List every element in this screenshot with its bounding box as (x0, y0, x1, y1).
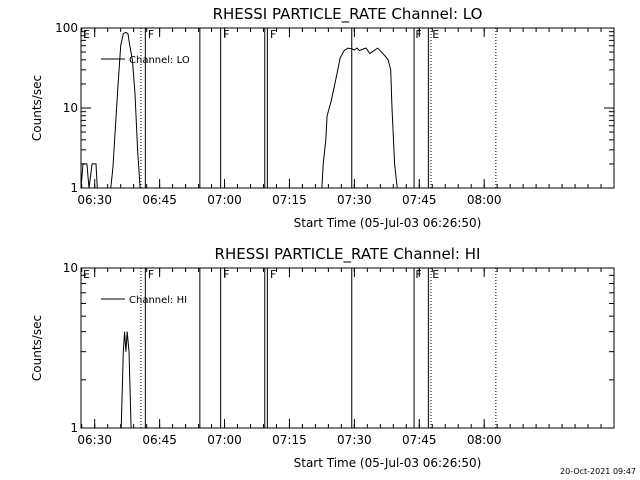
series-line (110, 31, 141, 189)
timestamp-label: 20-Oct-2021 09:47 (560, 467, 636, 476)
y-tick-label: 1 (70, 181, 78, 195)
event-marker-f: F (148, 268, 154, 281)
x-tick-label: 06:45 (142, 193, 177, 207)
plot-frame (80, 267, 615, 429)
x-axis-label: Start Time (05-Jul-03 06:26:50) (294, 456, 482, 470)
x-tick-label: 07:00 (207, 193, 242, 207)
event-marker-e: E (432, 28, 439, 41)
x-tick-label: 07:00 (207, 433, 242, 447)
y-axis-label: Counts/sec (30, 315, 44, 381)
plot-frame (80, 27, 615, 189)
y-tick-label: 10 (63, 261, 78, 275)
x-tick-label: 08:00 (467, 193, 502, 207)
event-marker-e: E (432, 268, 439, 281)
x-tick-label: 07:30 (337, 193, 372, 207)
event-marker-f: F (148, 28, 154, 41)
y-tick-label: 100 (55, 21, 78, 35)
event-marker-f: F (415, 28, 421, 41)
x-tick-label: 08:00 (467, 433, 502, 447)
chart-title: RHESSI PARTICLE_RATE Channel: HI (215, 245, 481, 264)
y-axis-label: Counts/sec (30, 75, 44, 141)
x-tick-label: 06:30 (77, 433, 112, 447)
event-marker-e: E (83, 28, 90, 41)
x-tick-label: 07:15 (272, 193, 307, 207)
event-marker-f: F (270, 268, 276, 281)
x-tick-label: 06:45 (142, 433, 177, 447)
x-tick-label: 07:15 (272, 433, 307, 447)
event-marker-e: E (83, 268, 90, 281)
y-tick-label: 1 (70, 421, 78, 435)
series-line (80, 163, 98, 189)
event-marker-f: F (223, 28, 229, 41)
panel-channel-lo: RHESSI PARTICLE_RATE Channel: LO 06:30 06:… (30, 5, 615, 230)
panel-channel-hi: RHESSI PARTICLE_RATE Channel: HI 06:30 06:… (30, 245, 615, 470)
legend-label: Channel: HI (129, 295, 187, 306)
x-axis-label: Start Time (05-Jul-03 06:26:50) (294, 216, 482, 230)
legend-label: Channel: LO (129, 55, 190, 66)
x-tick-label: 07:30 (337, 433, 372, 447)
event-marker-f: F (270, 28, 276, 41)
x-tick-label: 06:30 (77, 193, 112, 207)
event-marker-f: F (223, 268, 229, 281)
chart-title: RHESSI PARTICLE_RATE Channel: LO (213, 5, 483, 24)
x-tick-label: 07:45 (402, 193, 437, 207)
y-tick-label: 10 (63, 101, 78, 115)
event-marker-f: F (415, 268, 421, 281)
series-line (120, 331, 132, 429)
x-tick-label: 07:45 (402, 433, 437, 447)
series-line (321, 47, 398, 189)
